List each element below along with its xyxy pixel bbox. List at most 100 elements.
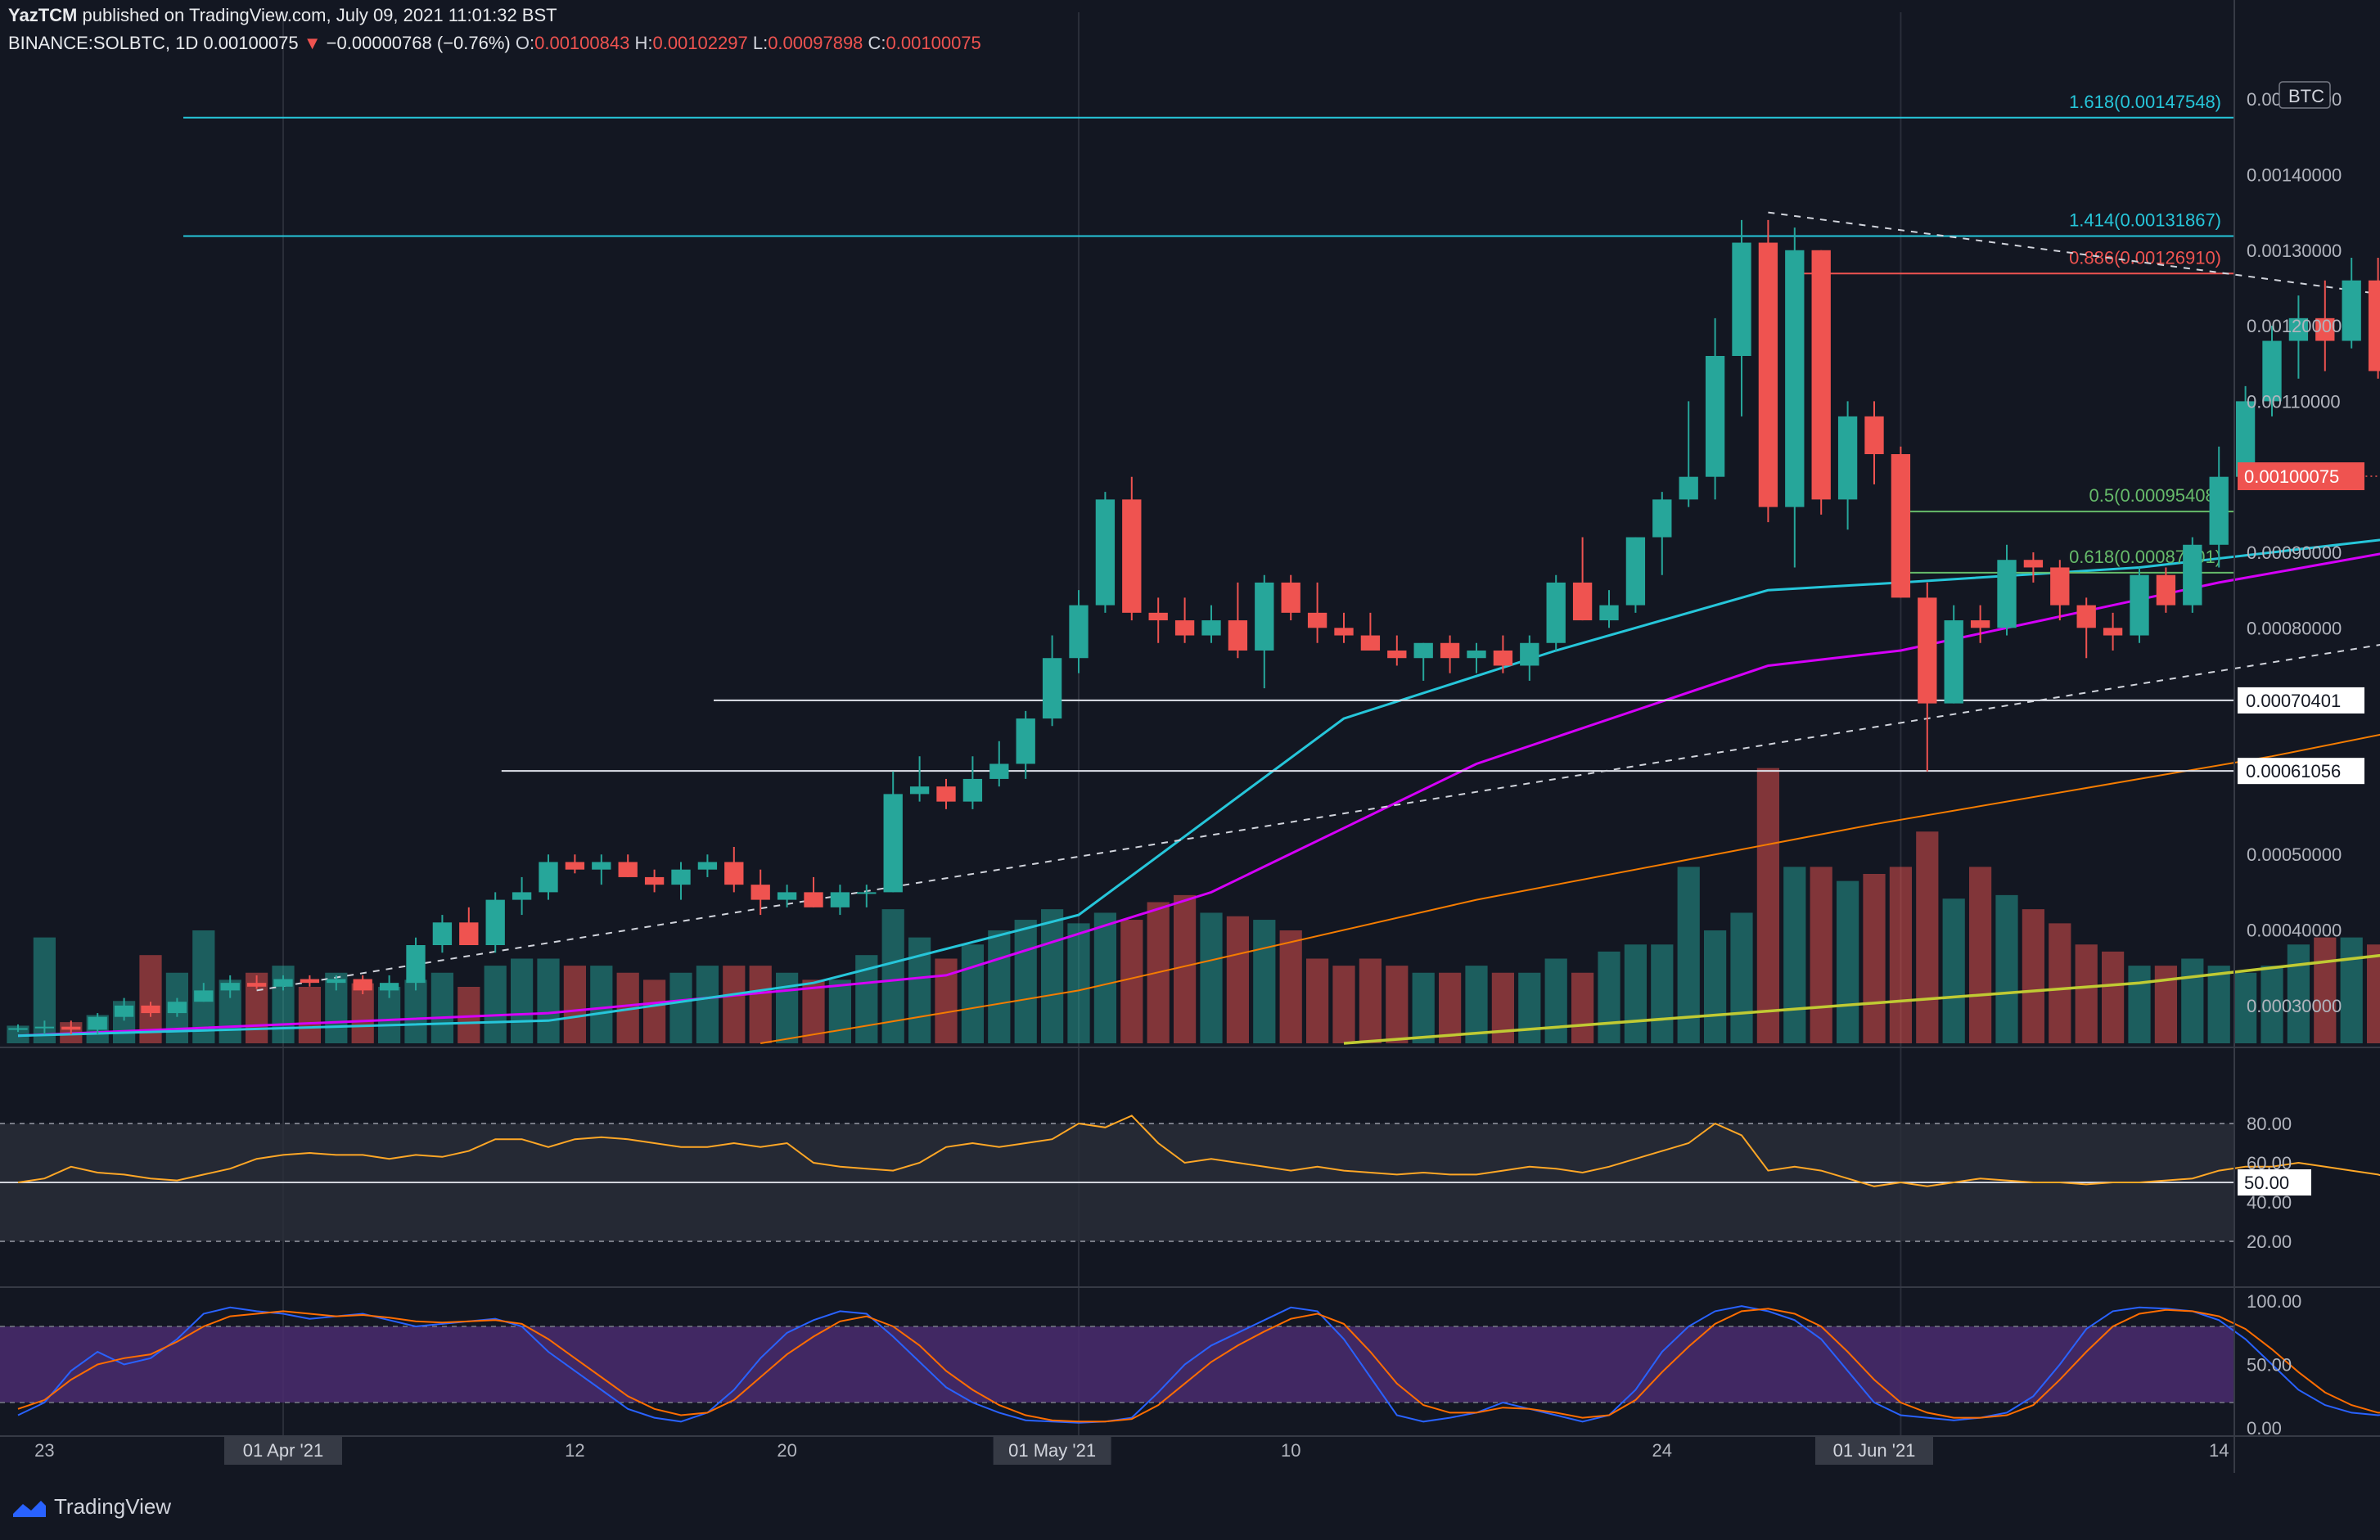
candle-body[interactable] — [1679, 476, 1698, 500]
candle-body[interactable] — [2050, 567, 2070, 606]
candle-body[interactable] — [2315, 317, 2335, 341]
candle-body[interactable] — [61, 1026, 81, 1030]
candle-body[interactable] — [1599, 605, 1619, 621]
candle-body[interactable] — [2342, 280, 2361, 341]
candle-body[interactable] — [1572, 582, 1593, 621]
candle-body[interactable] — [539, 862, 558, 893]
candle-body[interactable] — [2235, 401, 2256, 477]
candle-body[interactable] — [1228, 620, 1248, 651]
publisher[interactable]: YazTCM — [8, 5, 78, 25]
candle-body[interactable] — [618, 862, 638, 877]
candle-body[interactable] — [1918, 597, 1937, 704]
candle-body[interactable] — [432, 922, 453, 945]
candle-body[interactable] — [962, 778, 983, 802]
candle-body[interactable] — [1520, 642, 1539, 666]
tradingview-branding[interactable]: TradingView — [11, 1494, 171, 1520]
candle-body[interactable] — [459, 922, 479, 945]
candle-body[interactable] — [1042, 658, 1062, 719]
candle-body[interactable] — [1625, 537, 1646, 606]
candle-body[interactable] — [857, 892, 877, 894]
candle-body[interactable] — [406, 945, 426, 984]
candle-body[interactable] — [751, 885, 770, 900]
candle-body[interactable] — [1758, 242, 1778, 507]
candle-body[interactable] — [1413, 642, 1433, 659]
symbol-name[interactable]: BINANCE:SOLBTC, 1D — [8, 33, 199, 53]
candle-body[interactable] — [2076, 605, 2096, 628]
candle-body[interactable] — [1148, 612, 1168, 621]
candle-body[interactable] — [220, 983, 240, 991]
candle-body[interactable] — [8, 1028, 28, 1030]
candle-body[interactable] — [830, 892, 850, 907]
candle-body[interactable] — [1307, 612, 1327, 628]
candle-body[interactable] — [1387, 651, 1407, 659]
low-value: 0.00097898 — [768, 33, 863, 53]
currency-tag-box — [2279, 81, 2331, 109]
candle-body[interactable] — [2262, 340, 2282, 402]
candle-body[interactable] — [1652, 499, 1672, 538]
candle-body[interactable] — [644, 876, 665, 885]
candle-body[interactable] — [1970, 620, 1990, 628]
candle-body[interactable] — [909, 786, 930, 795]
candle-body[interactable] — [141, 1005, 160, 1014]
candle-body[interactable] — [883, 794, 903, 893]
stoch-band — [0, 1326, 2234, 1403]
candle-body[interactable] — [592, 862, 611, 870]
candle-body[interactable] — [989, 763, 1009, 779]
price-pane[interactable]: 1.618(0.00147548) 1.414(0.00131867) 0.886(… — [7, 92, 2380, 1045]
candle-body[interactable] — [485, 899, 505, 945]
candle-body[interactable] — [1174, 620, 1195, 636]
candle-body[interactable] — [1785, 250, 1805, 507]
candle-body[interactable] — [697, 862, 718, 870]
candle-body[interactable] — [246, 983, 267, 987]
candle-body[interactable] — [2103, 628, 2123, 636]
candle-body[interactable] — [1255, 582, 1274, 651]
candle-body[interactable] — [1811, 250, 1831, 500]
candle-body[interactable] — [353, 979, 372, 991]
candle-body[interactable] — [300, 979, 320, 984]
candle-body[interactable] — [1360, 635, 1381, 651]
candle-body[interactable] — [1467, 651, 1486, 659]
candle-body[interactable] — [1334, 628, 1354, 636]
candle-body[interactable] — [565, 862, 585, 870]
candle-body[interactable] — [1281, 582, 1300, 613]
stoch-rsi-pane[interactable] — [0, 1305, 2380, 1424]
candle-body[interactable] — [512, 892, 532, 900]
candle-body[interactable] — [1493, 651, 1513, 666]
candle-body[interactable] — [88, 1016, 107, 1030]
candle-body[interactable] — [1837, 416, 1858, 500]
candle-body[interactable] — [1546, 582, 1566, 643]
candle-body[interactable] — [379, 983, 399, 991]
candle-body[interactable] — [2130, 574, 2149, 636]
candle-body[interactable] — [936, 786, 956, 802]
candle-body[interactable] — [804, 892, 823, 907]
candle-body[interactable] — [724, 862, 744, 885]
candle-body[interactable] — [1997, 560, 2017, 628]
candle-body[interactable] — [194, 990, 214, 1002]
candle-body[interactable] — [1069, 605, 1089, 659]
candle-body[interactable] — [777, 892, 797, 900]
candle-body[interactable] — [1732, 242, 1751, 356]
candle-body[interactable] — [1201, 620, 1221, 636]
candle-body[interactable] — [327, 979, 346, 984]
candle-body[interactable] — [1944, 620, 1963, 704]
candle-body[interactable] — [2156, 574, 2176, 606]
candle-body[interactable] — [2368, 280, 2380, 371]
candle-body[interactable] — [1016, 718, 1035, 764]
candle-body[interactable] — [2209, 476, 2229, 545]
candle-body[interactable] — [2288, 317, 2309, 341]
candle-body[interactable] — [273, 979, 293, 987]
candle-body[interactable] — [167, 1002, 187, 1014]
rsi-pane[interactable] — [0, 1114, 2380, 1242]
candle-body[interactable] — [1122, 499, 1142, 613]
candle-body[interactable] — [1891, 454, 1911, 598]
candle-body[interactable] — [2023, 560, 2044, 568]
candle-body[interactable] — [34, 1026, 55, 1029]
candle-body[interactable] — [114, 1005, 134, 1017]
candle-body[interactable] — [2183, 544, 2202, 606]
candle-body[interactable] — [1440, 642, 1460, 659]
candle-body[interactable] — [1095, 499, 1116, 606]
candle-body[interactable] — [671, 869, 691, 885]
candle-body[interactable] — [1864, 416, 1884, 454]
candle-body[interactable] — [1705, 356, 1725, 477]
